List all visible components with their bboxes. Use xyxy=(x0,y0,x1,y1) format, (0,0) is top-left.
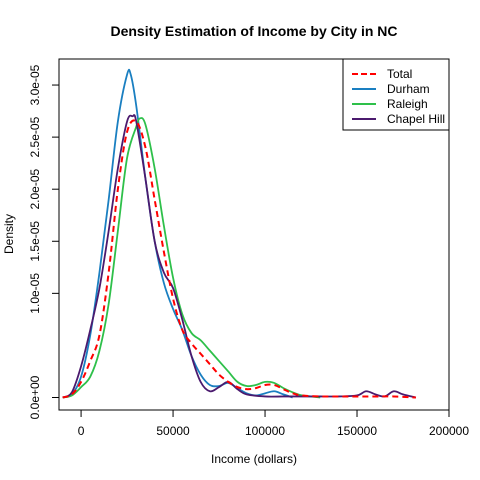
chart-title: Density Estimation of Income by City in … xyxy=(110,23,397,39)
series-line-total xyxy=(62,119,416,399)
series-line-durham xyxy=(62,68,293,399)
x-tick-label: 50000 xyxy=(156,424,190,438)
y-tick-label: 2.0e-05 xyxy=(28,169,42,210)
y-tick-label: 1.5e-05 xyxy=(28,221,42,262)
x-tick-label: 100000 xyxy=(245,424,285,438)
series-line-raleigh xyxy=(62,117,321,399)
y-axis: 0.0e+00 1.0e-05 1.5e-05 2.0e-05 2.5e-05 3.0e-… xyxy=(28,64,60,419)
legend-label-raleigh: Raleigh xyxy=(387,97,428,111)
legend-label-total: Total xyxy=(387,67,412,81)
y-axis-label: Density xyxy=(2,214,16,254)
y-tick-label: 1.0e-05 xyxy=(28,273,42,314)
x-axis-label: Income (dollars) xyxy=(211,452,297,466)
series-line-chapel-hill xyxy=(62,114,417,399)
legend-label-chapel-hill: Chapel Hill xyxy=(387,112,445,126)
x-tick-label: 200000 xyxy=(429,424,469,438)
x-tick-label: 0 xyxy=(78,424,85,438)
x-tick-label: 150000 xyxy=(337,424,377,438)
legend-label-durham: Durham xyxy=(387,82,430,96)
series-layer xyxy=(62,68,417,399)
y-tick-label: 0.0e+00 xyxy=(28,375,42,419)
x-axis: 0 50000 100000 150000 200000 xyxy=(78,409,469,438)
y-tick-label: 2.5e-05 xyxy=(28,116,42,157)
y-tick-label: 3.0e-05 xyxy=(28,64,42,105)
